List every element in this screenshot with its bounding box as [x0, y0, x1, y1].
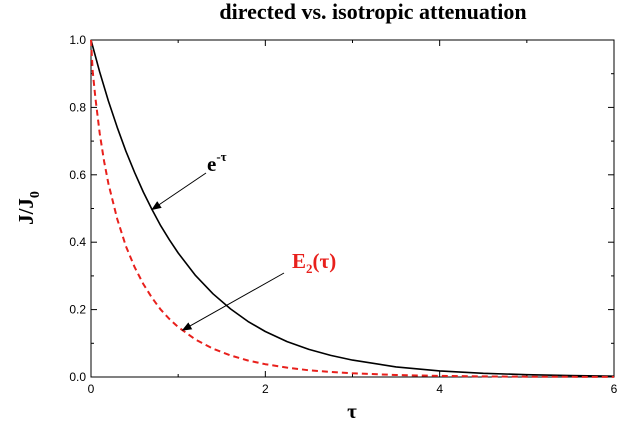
y-tick-label: 0.0 [69, 370, 86, 384]
x-tick-label: 4 [436, 382, 443, 396]
annotation-exp-label: e-τ [207, 149, 227, 176]
y-tick-label: 0.2 [69, 303, 86, 317]
annotations: e-τ E2(τ) [151, 149, 336, 331]
annotation-exp-superscript: -τ [216, 149, 226, 164]
annotation-e2-base: E [292, 249, 306, 273]
y-tick-label: 0.6 [69, 168, 86, 182]
series-layer [90, 39, 615, 378]
x-tick-label: 0 [88, 382, 95, 396]
series-line-e2 [90, 39, 615, 378]
annotation-exp-arrow [151, 172, 207, 211]
y-axis-ticks: 0.0 0.2 0.4 0.6 0.8 1.0 [69, 33, 614, 384]
svg-text:J/J0: J/J0 [14, 191, 43, 225]
annotation-exp-base: e [207, 152, 216, 176]
y-axis-label-main: J/J [14, 198, 38, 225]
x-tick-label: 6 [611, 382, 618, 396]
y-tick-label: 1.0 [69, 33, 86, 47]
annotation-e2: E2(τ) [181, 249, 336, 331]
x-tick-label: 2 [262, 382, 269, 396]
annotation-e2-tail: (τ) [313, 249, 337, 273]
plot-frame [90, 39, 615, 378]
series-line-exp [90, 39, 615, 377]
annotation-e2-subscript: 2 [306, 261, 313, 276]
annotation-e2-label: E2(τ) [292, 249, 336, 276]
annotation-exp: e-τ [151, 149, 227, 211]
x-axis-label: τ [347, 399, 357, 422]
annotation-e2-arrow [181, 272, 285, 331]
y-axis-label: J/J0 [14, 191, 43, 225]
y-axis-label-subscript: 0 [28, 191, 43, 198]
chart-title: directed vs. isotropic attenuation [219, 0, 526, 24]
y-tick-label: 0.4 [69, 235, 86, 249]
x-axis-ticks: 0 2 4 6 [88, 40, 618, 396]
y-tick-label: 0.8 [69, 100, 86, 114]
